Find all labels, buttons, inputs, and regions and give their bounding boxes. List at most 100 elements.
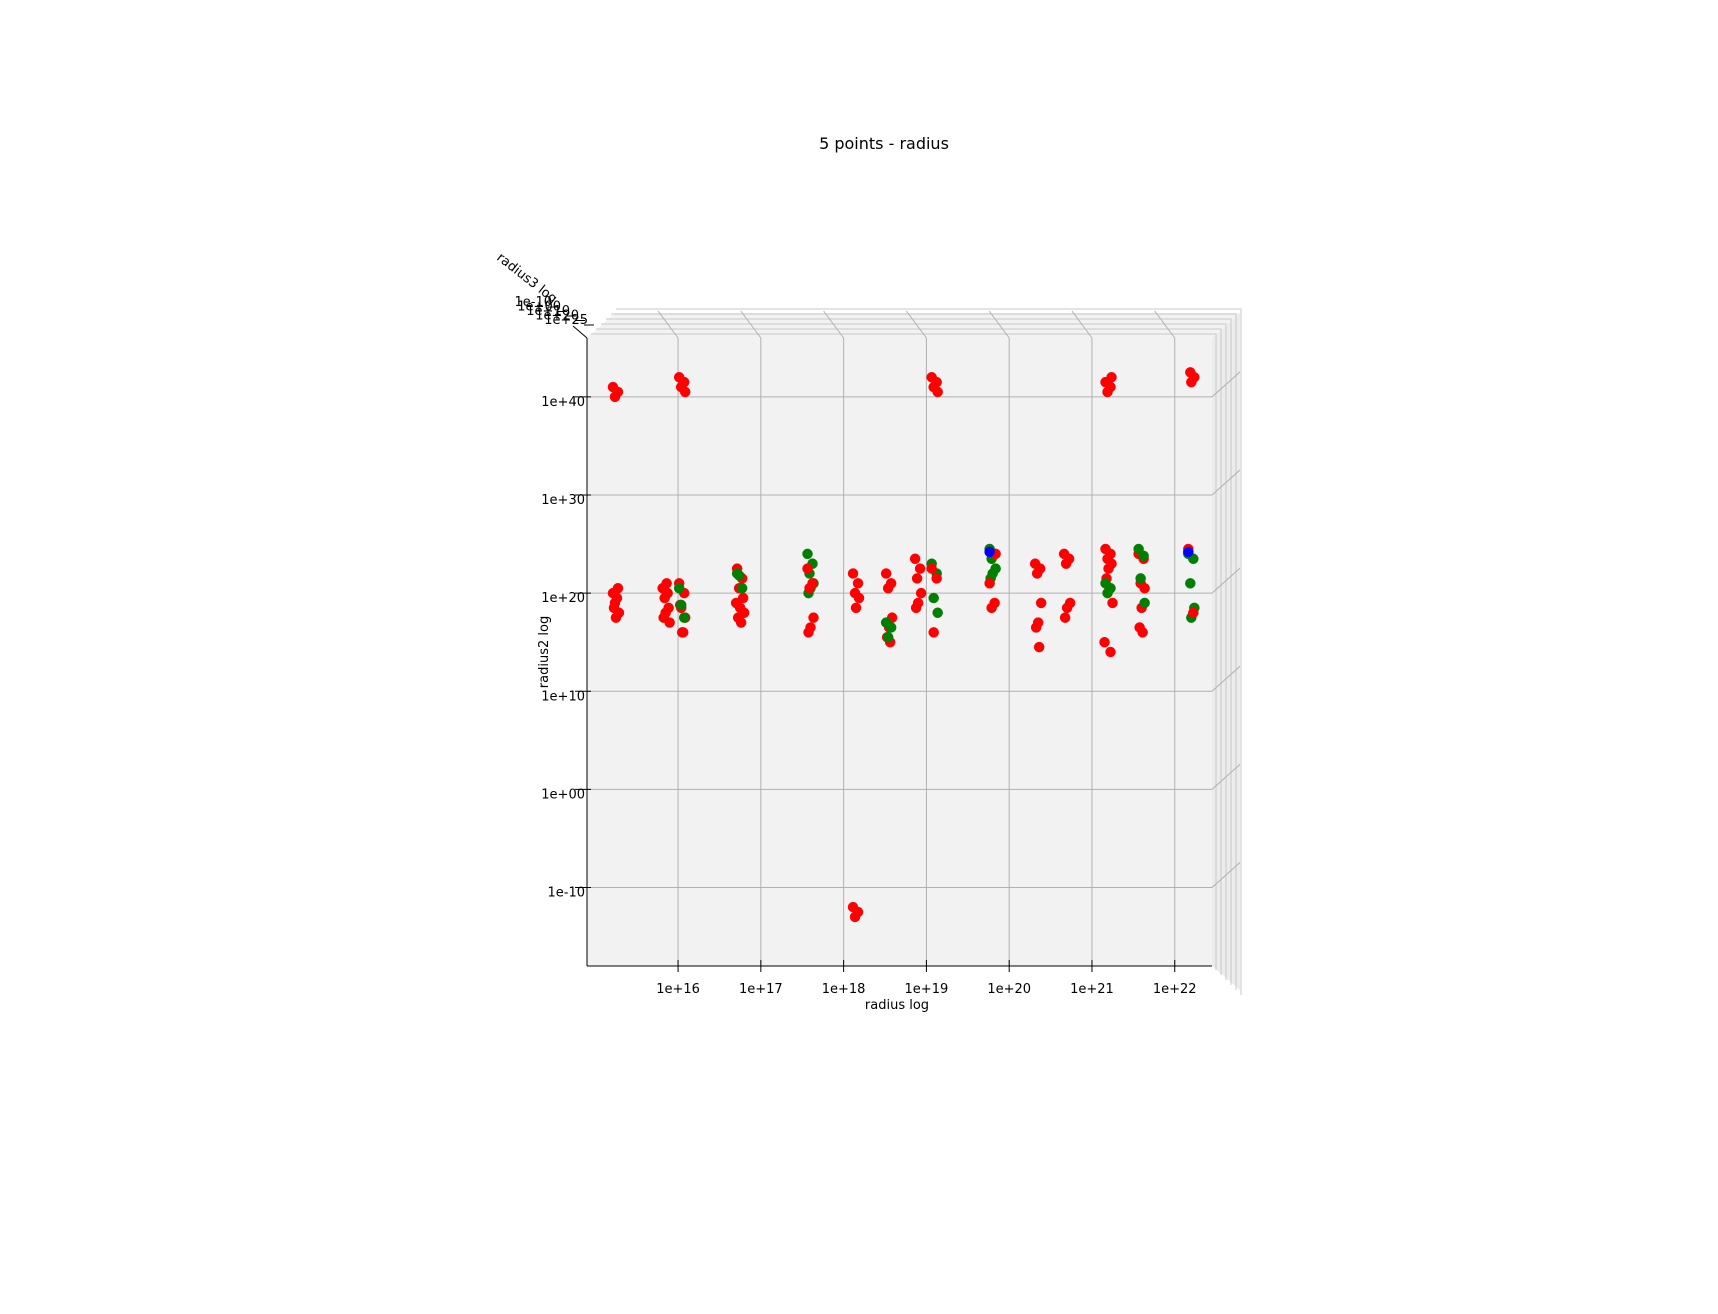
x-depth-grid-line <box>740 310 762 339</box>
data-point <box>802 548 813 560</box>
depth-edge <box>616 308 1242 995</box>
data-point <box>735 617 747 628</box>
data-point <box>1035 597 1047 609</box>
z-tick-label: 1e+25 <box>544 313 588 328</box>
data-point <box>1139 582 1150 594</box>
data-point <box>882 632 894 643</box>
data-point <box>1105 646 1116 658</box>
data-point <box>1031 568 1043 579</box>
x-tick-label: 1e+20 <box>987 982 1031 997</box>
data-point <box>610 612 622 623</box>
data-points <box>607 367 1200 923</box>
y-tick-label: 1e+00 <box>541 787 585 802</box>
depth-edge <box>611 313 1237 990</box>
data-point <box>733 570 745 581</box>
data-point <box>882 582 894 594</box>
data-point <box>1107 597 1118 609</box>
data-point <box>730 597 742 609</box>
data-point <box>673 582 685 594</box>
x-depth-grid-line <box>1071 310 1093 339</box>
depth-edge <box>591 333 1217 970</box>
x-tick-label: 1e+19 <box>905 982 949 997</box>
z-axis-line <box>572 325 588 339</box>
data-point <box>885 622 897 633</box>
data-point <box>909 553 921 565</box>
data-point <box>612 582 624 594</box>
axes <box>572 325 1212 967</box>
data-point <box>910 602 922 614</box>
z-tick-label: 1e-10 <box>514 295 552 310</box>
data-point <box>1188 607 1199 618</box>
data-point <box>1030 622 1042 633</box>
y-tick-label: 1e-10 <box>547 886 585 901</box>
data-point <box>679 386 691 398</box>
y-depth-grid-line <box>1211 469 1241 496</box>
data-point <box>1033 641 1045 653</box>
data-point <box>664 617 675 628</box>
data-point <box>803 627 814 638</box>
data-point <box>984 546 995 558</box>
data-point <box>1061 602 1073 614</box>
data-point <box>1135 573 1146 584</box>
data-point <box>1185 578 1196 589</box>
depth-edge <box>596 328 1222 975</box>
data-point <box>928 627 939 638</box>
chart-title: 5 points - radius <box>819 134 949 153</box>
data-point <box>1102 587 1113 599</box>
data-point <box>661 578 672 589</box>
y-axis-label: radius2 log <box>537 616 552 688</box>
data-point <box>802 563 813 574</box>
z-tick-label: 1e+10 <box>526 304 570 319</box>
x-tick-label: 1e+17 <box>739 982 783 997</box>
y-depth-grid-line <box>1211 567 1241 594</box>
data-point <box>1060 558 1072 569</box>
y-tick-label: 1e+10 <box>541 689 585 704</box>
data-point <box>736 582 748 594</box>
y-depth-grid-line <box>1211 764 1241 790</box>
data-point <box>849 911 861 923</box>
data-point <box>1186 376 1197 388</box>
data-point <box>852 578 864 589</box>
x-tick-label: 1e+18 <box>822 982 866 997</box>
data-point <box>608 602 620 614</box>
data-point <box>1102 386 1113 398</box>
plot-pane <box>587 338 1212 966</box>
z-tick-label: 1e+00 <box>517 300 561 315</box>
data-point <box>914 563 926 574</box>
data-point <box>986 602 997 614</box>
y-tick-label: 1e+30 <box>541 493 585 508</box>
data-point <box>853 592 865 604</box>
data-point <box>1183 546 1194 558</box>
data-point <box>1103 563 1114 574</box>
z-tick-label: 1e+20 <box>535 309 579 324</box>
y-depth-grid-line <box>1211 371 1241 398</box>
y-depth-grid-line <box>1211 665 1241 692</box>
data-point <box>915 587 927 599</box>
x-tick-label: 1e+21 <box>1070 982 1114 997</box>
data-point <box>880 568 892 579</box>
data-point <box>850 602 862 614</box>
data-point <box>1059 612 1071 623</box>
y-axis-ticks: 1e-10 1e+00 1e+10 1e+20 1e+30 1e+40 <box>541 395 591 901</box>
x-depth-grid-line <box>906 310 927 339</box>
depth-edge <box>606 318 1232 985</box>
data-point <box>677 627 689 638</box>
data-point <box>1138 550 1149 562</box>
data-point <box>611 592 623 604</box>
data-point <box>738 607 750 618</box>
x-tick-label: 1e+16 <box>656 982 700 997</box>
data-point <box>804 582 815 594</box>
data-point <box>932 386 943 398</box>
data-point <box>678 612 690 623</box>
y-tick-label: 1e+40 <box>541 395 585 410</box>
data-point <box>675 599 687 611</box>
depth-panes <box>587 308 1242 995</box>
data-point <box>1137 627 1148 638</box>
data-point <box>932 607 943 618</box>
x-axis-ticks: 1e+16 1e+17 1e+18 1e+19 1e+20 1e+21 1e+22 <box>656 960 1197 997</box>
data-point <box>931 573 942 584</box>
data-point <box>1106 372 1117 383</box>
y-depth-grid-line <box>1211 862 1241 888</box>
y-tick-label: 1e+20 <box>541 591 585 606</box>
